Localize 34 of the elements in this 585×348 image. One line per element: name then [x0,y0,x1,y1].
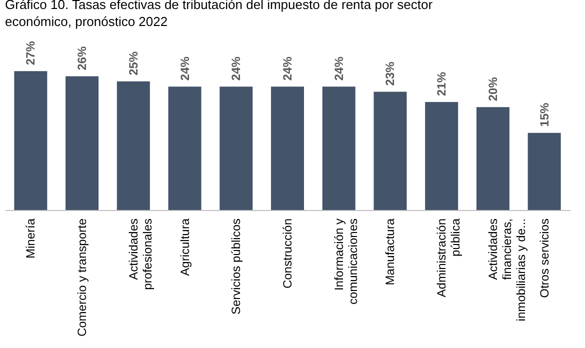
x-tick-label: Manufactura [383,218,398,286]
bar [476,107,510,210]
x-tick-label: Servicios públicos [229,218,244,315]
x-tick-label: Actividades financieras, inmobiliarias y de... [486,218,528,322]
chart-title: Gráfico 10. Tasas efectivas de tributación del impuesto de renta por sector económico, pronóstico 2022 [5,0,434,30]
data-label: 15% [537,102,552,127]
data-label: 24% [332,56,346,81]
bar [14,71,48,210]
bar [168,86,202,210]
bar [322,86,356,210]
bar [220,86,253,210]
bar [66,76,99,210]
x-tick-label: Construcción [280,218,294,289]
data-label: 27% [24,40,38,66]
bar [425,102,458,210]
data-label: 24% [280,56,294,81]
data-label: 25% [126,51,140,76]
bar [528,132,561,210]
x-tick-label: Administración pública [434,218,463,298]
data-label: 26% [75,46,90,70]
data-label: 24% [229,56,244,81]
bar [116,81,150,210]
data-label: 21% [434,72,449,96]
x-tick-label: Otros servicios [537,218,552,298]
x-tick-label: Actividades profesionales [126,218,154,290]
bar [271,86,304,210]
data-label: 20% [486,76,500,102]
data-label: 24% [178,56,192,81]
bar [374,92,407,210]
x-tick-label: Minería [24,218,38,259]
x-tick-label: Agricultura [178,218,192,276]
data-label: 23% [383,61,398,86]
x-tick-label: Comercio y transporte [75,218,90,337]
x-tick-label: Información y comunicaciones [332,218,360,305]
